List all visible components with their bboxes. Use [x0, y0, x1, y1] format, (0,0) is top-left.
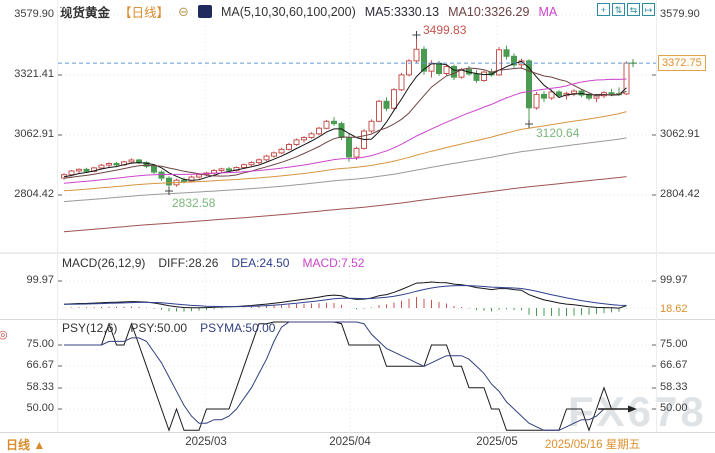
- psy-name: PSY(12,6): [62, 321, 118, 335]
- price-tick-label: 3579.90: [660, 8, 700, 20]
- low-annotation-may: 3120.64: [536, 126, 580, 140]
- macd-legend: MACD(26,12,9) DIFF:28.26 DEA:24.50 MACD:…: [62, 256, 377, 270]
- shift-right-icon[interactable]: ↦: [642, 3, 655, 16]
- psy-tick-label: 50.00: [660, 402, 688, 414]
- time-tick-label: 2025/03: [185, 436, 227, 448]
- price-tick-label: 2804.42: [660, 188, 700, 200]
- current-date-label: 2025/05/16 星期五: [545, 439, 641, 451]
- psy-tick-label: 58.33: [660, 381, 688, 393]
- psy-tick-label: 66.67: [26, 359, 54, 371]
- psy-tick-label: 66.67: [660, 359, 688, 371]
- macd-name: MACD(26,12,9): [62, 256, 146, 270]
- scroll-handle-icon[interactable]: ◎: [0, 329, 8, 341]
- period-switcher-label: 日线: [6, 438, 31, 452]
- macd-dea-value: DEA:24.50: [231, 256, 290, 270]
- ma-more-value: MA: [538, 4, 558, 19]
- ma10-value: MA10:3326.29: [448, 4, 530, 19]
- axis-scale-vertical-icon[interactable]: ⇅: [612, 3, 625, 16]
- psy-tick-label: 75.00: [26, 338, 54, 350]
- price-tick-label: 3062.91: [660, 128, 700, 140]
- psy-tick-label: 50.00: [26, 402, 54, 414]
- symbol-name: 现货黄金: [60, 6, 111, 20]
- chart-style-icon[interactable]: [60, 2, 212, 18]
- period-switcher[interactable]: 日线 ▲: [6, 436, 45, 453]
- psy-value: PSY:50.00: [130, 321, 188, 335]
- collapse-icon[interactable]: ⊖: [178, 3, 189, 19]
- axis-scale-horizontal-icon[interactable]: ⇆: [627, 3, 640, 16]
- chart-toolbar: + ⇅ ⇆ ↦: [597, 3, 655, 16]
- low-annotation-feb: 2832.58: [172, 196, 216, 210]
- macd-diff-value: DIFF:28.26: [158, 256, 219, 270]
- high-annotation: 3499.83: [423, 23, 467, 37]
- price-tick-label: 3062.91: [14, 128, 54, 140]
- psy-tick-label: 58.33: [26, 381, 54, 393]
- current-price-label: 3372.75: [658, 55, 706, 71]
- ma-settings-label[interactable]: MA(5,10,30,60,100,200): [220, 4, 356, 19]
- period-tag: 【日线】: [119, 6, 170, 20]
- macd-tick-label: 99.97: [26, 274, 54, 286]
- time-tick-label: 2025/04: [329, 436, 371, 448]
- macd-hist-value: MACD:7.52: [302, 256, 365, 270]
- crosshair-icon[interactable]: +: [597, 3, 610, 16]
- time-tick-label: 2025/05: [476, 436, 518, 448]
- psyma-value: PSYMA:50.00: [200, 321, 276, 335]
- price-tick-label: 3321.41: [14, 68, 54, 80]
- ma5-value: MA5:3330.13: [364, 4, 440, 19]
- chart-header: 现货黄金 【日线】 ⊖ MA(5,10,30,60,100,200) MA5:3…: [60, 2, 566, 21]
- price-tick-label: 2804.42: [14, 188, 54, 200]
- macd-current-label: 18.62: [660, 303, 688, 315]
- psy-legend: PSY(12,6) PSY:50.00 PSYMA:50.00: [62, 321, 288, 335]
- psy-tick-label: 75.00: [660, 338, 688, 350]
- up-triangle-icon: ▲: [33, 438, 46, 452]
- price-tick-label: 3579.90: [14, 8, 54, 20]
- macd-tick-label: 99.97: [660, 274, 688, 286]
